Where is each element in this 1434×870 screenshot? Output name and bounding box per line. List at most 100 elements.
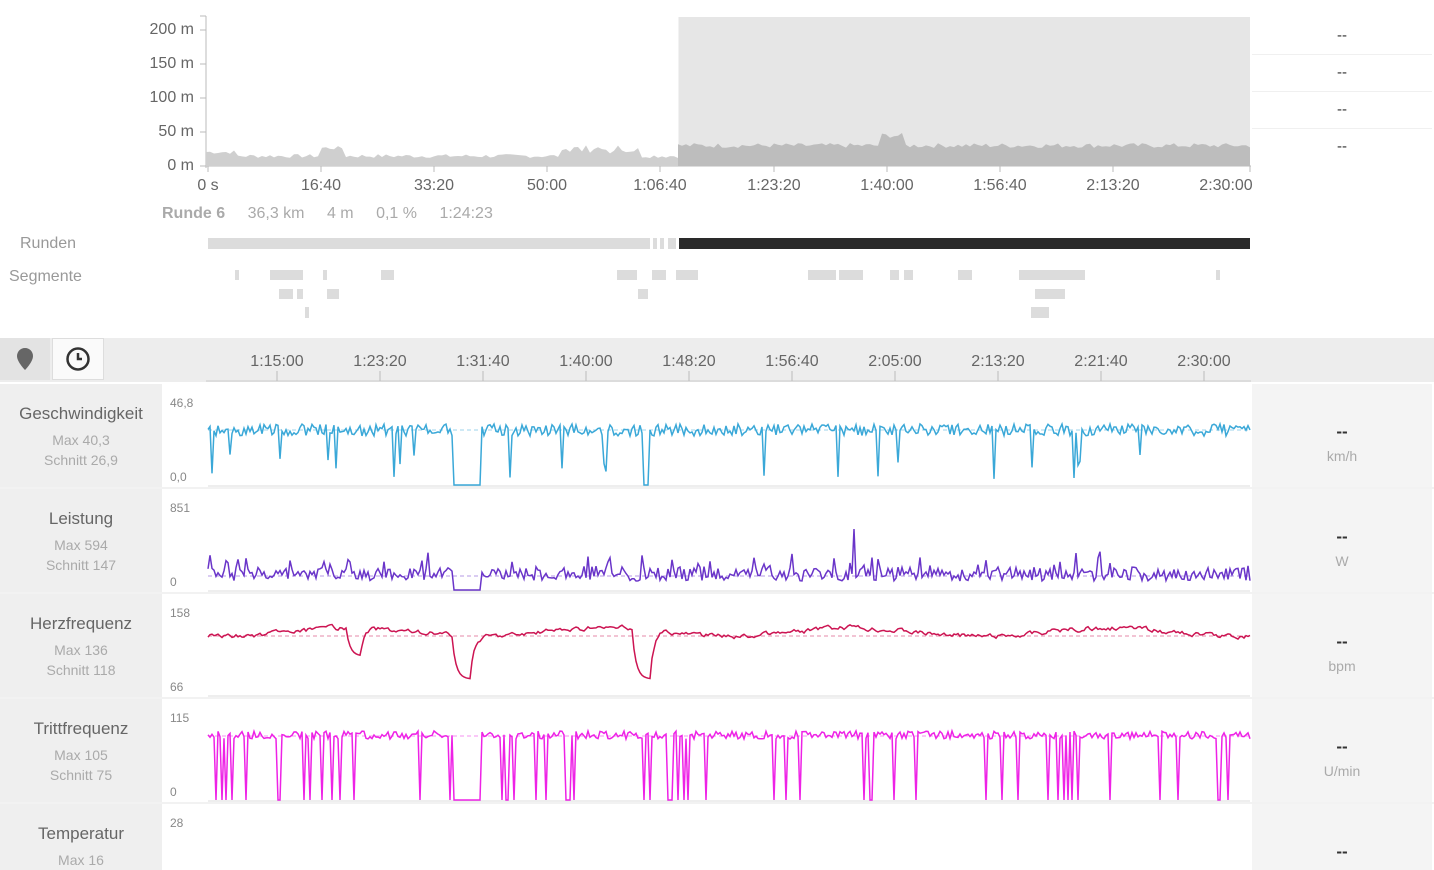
axis-min: 0 <box>170 575 177 589</box>
segment-bar[interactable] <box>1216 270 1220 280</box>
metric-value-temperature: -- <box>1252 804 1432 870</box>
x-tick-label: 16:40 <box>300 177 342 194</box>
heartrate-chart[interactable] <box>162 594 1252 697</box>
segment-bar[interactable] <box>1019 270 1085 280</box>
elevation-area-selected <box>678 133 1250 166</box>
axis-min: 0,0 <box>170 470 187 484</box>
location-button[interactable] <box>0 338 50 380</box>
y-tick-label: 200 m <box>149 21 194 38</box>
lap-distance: 36,3 km <box>247 205 305 222</box>
segment-bar[interactable] <box>279 289 293 299</box>
x-tick-label: 1:56:40 <box>973 177 1027 194</box>
segment-bar[interactable] <box>381 270 394 280</box>
metric-name: Herzfrequenz <box>29 614 133 633</box>
metric-unit: U/min <box>1323 763 1361 779</box>
timeline-tick-label: 2:30:00 <box>1177 353 1231 370</box>
elevation-chart[interactable] <box>0 0 1434 200</box>
segment-bar[interactable] <box>1031 307 1049 318</box>
chart-toolbar <box>0 338 1434 382</box>
y-tick-label: 50 m <box>158 123 194 140</box>
power-chart[interactable] <box>162 489 1252 592</box>
segment-bar[interactable] <box>958 270 972 280</box>
metric-name: Geschwindigkeit <box>19 404 143 423</box>
elevation-overview[interactable]: 200 m 150 m 100 m 50 m 0 m 0 s 16:40 33:… <box>0 0 1434 200</box>
segment-bar[interactable] <box>297 289 303 299</box>
overview-value: -- <box>1252 55 1432 93</box>
metric-value-power: -- W <box>1252 489 1432 592</box>
segment-bar[interactable] <box>305 307 309 318</box>
x-tick-label: 0 s <box>197 177 219 194</box>
laps-label: Runden <box>20 235 77 252</box>
metric-current-value: -- <box>1336 632 1348 651</box>
x-tick-label: 1:06:40 <box>633 177 687 194</box>
x-tick-label: 2:13:20 <box>1086 177 1140 194</box>
lap-bar-selected[interactable] <box>679 238 1250 249</box>
row-divider <box>0 802 1434 804</box>
axis-max: 851 <box>170 501 191 515</box>
metric-trace <box>207 421 1251 486</box>
time-button[interactable] <box>52 338 104 380</box>
segment-bar[interactable] <box>617 270 637 280</box>
metric-label-power: Leistung Max 594 Schnitt 147 <box>0 489 162 592</box>
overview-value: -- <box>1252 92 1432 130</box>
metric-max: Max 16 <box>58 852 104 868</box>
segment-bar[interactable] <box>904 270 913 280</box>
elevation-area <box>206 145 678 166</box>
metric-avg: Schnitt 147 <box>45 557 117 573</box>
row-divider <box>0 592 1434 594</box>
timeline-tick-label: 1:48:20 <box>662 353 716 370</box>
segment-bar[interactable] <box>323 270 327 280</box>
metric-name: Leistung <box>48 509 114 528</box>
segment-bar[interactable] <box>808 270 836 280</box>
speed-chart[interactable] <box>162 384 1252 487</box>
metric-max: Max 40,3 <box>52 432 110 448</box>
lap-grade: 0,1 % <box>376 205 417 222</box>
y-tick-label: 0 m <box>167 157 194 174</box>
segment-bar[interactable] <box>676 270 698 280</box>
axis-max: 158 <box>170 606 191 620</box>
overview-value: -- <box>1252 129 1432 165</box>
segment-bar[interactable] <box>1035 289 1065 299</box>
metric-trace <box>207 623 1251 680</box>
timeline-tick-label: 1:40:00 <box>559 353 613 370</box>
lap-bar[interactable] <box>660 238 664 249</box>
x-tick-label: 2:30:00 <box>1199 177 1253 194</box>
metric-name: Temperatur <box>38 824 124 843</box>
lap-bar[interactable] <box>208 238 650 249</box>
metric-label-speed: Geschwindigkeit Max 40,3 Schnitt 26,9 <box>0 384 162 487</box>
timeline-tick-label: 1:56:40 <box>765 353 819 370</box>
row-divider <box>0 697 1434 699</box>
segment-bar[interactable] <box>327 289 339 299</box>
timeline-tick-label: 2:13:20 <box>971 353 1025 370</box>
segment-bar[interactable] <box>270 270 303 280</box>
cadence-chart[interactable] <box>162 699 1252 802</box>
segment-bar[interactable] <box>890 270 899 280</box>
metric-unit: bpm <box>1328 658 1356 674</box>
timeline-tick-label: 1:15:00 <box>250 353 304 370</box>
metric-unit: W <box>1335 553 1349 569</box>
segment-bar[interactable] <box>235 270 239 280</box>
lap-summary: Runde 6 36,3 km 4 m 0,1 % 1:24:23 <box>162 205 511 223</box>
x-tick-label: 33:20 <box>413 177 455 194</box>
axis-min: 0 <box>170 785 177 799</box>
segment-bar[interactable] <box>652 270 666 280</box>
metric-max: Max 105 <box>54 747 108 763</box>
timeline-tick-label: 1:31:40 <box>456 353 510 370</box>
metric-trace <box>207 728 1251 801</box>
axis-max: 46,8 <box>170 396 194 410</box>
axis-max: 28 <box>170 816 184 830</box>
metric-unit: km/h <box>1326 448 1358 464</box>
metric-trace <box>207 528 1251 591</box>
segment-bar[interactable] <box>839 270 863 280</box>
timeline-axis <box>206 371 1251 382</box>
metric-current-value: -- <box>1336 842 1348 861</box>
metric-avg: Schnitt 26,9 <box>44 452 118 468</box>
segment-bar[interactable] <box>638 289 648 299</box>
metric-label-temperature: Temperatur Max 16 <box>0 804 162 870</box>
metric-avg: Schnitt 118 <box>46 662 116 678</box>
metric-avg: Schnitt 75 <box>49 767 113 783</box>
segments-label: Segmente <box>9 268 82 285</box>
metric-value-cadence: -- U/min <box>1252 699 1432 802</box>
lap-bar[interactable] <box>668 238 676 249</box>
lap-bar[interactable] <box>653 238 657 249</box>
